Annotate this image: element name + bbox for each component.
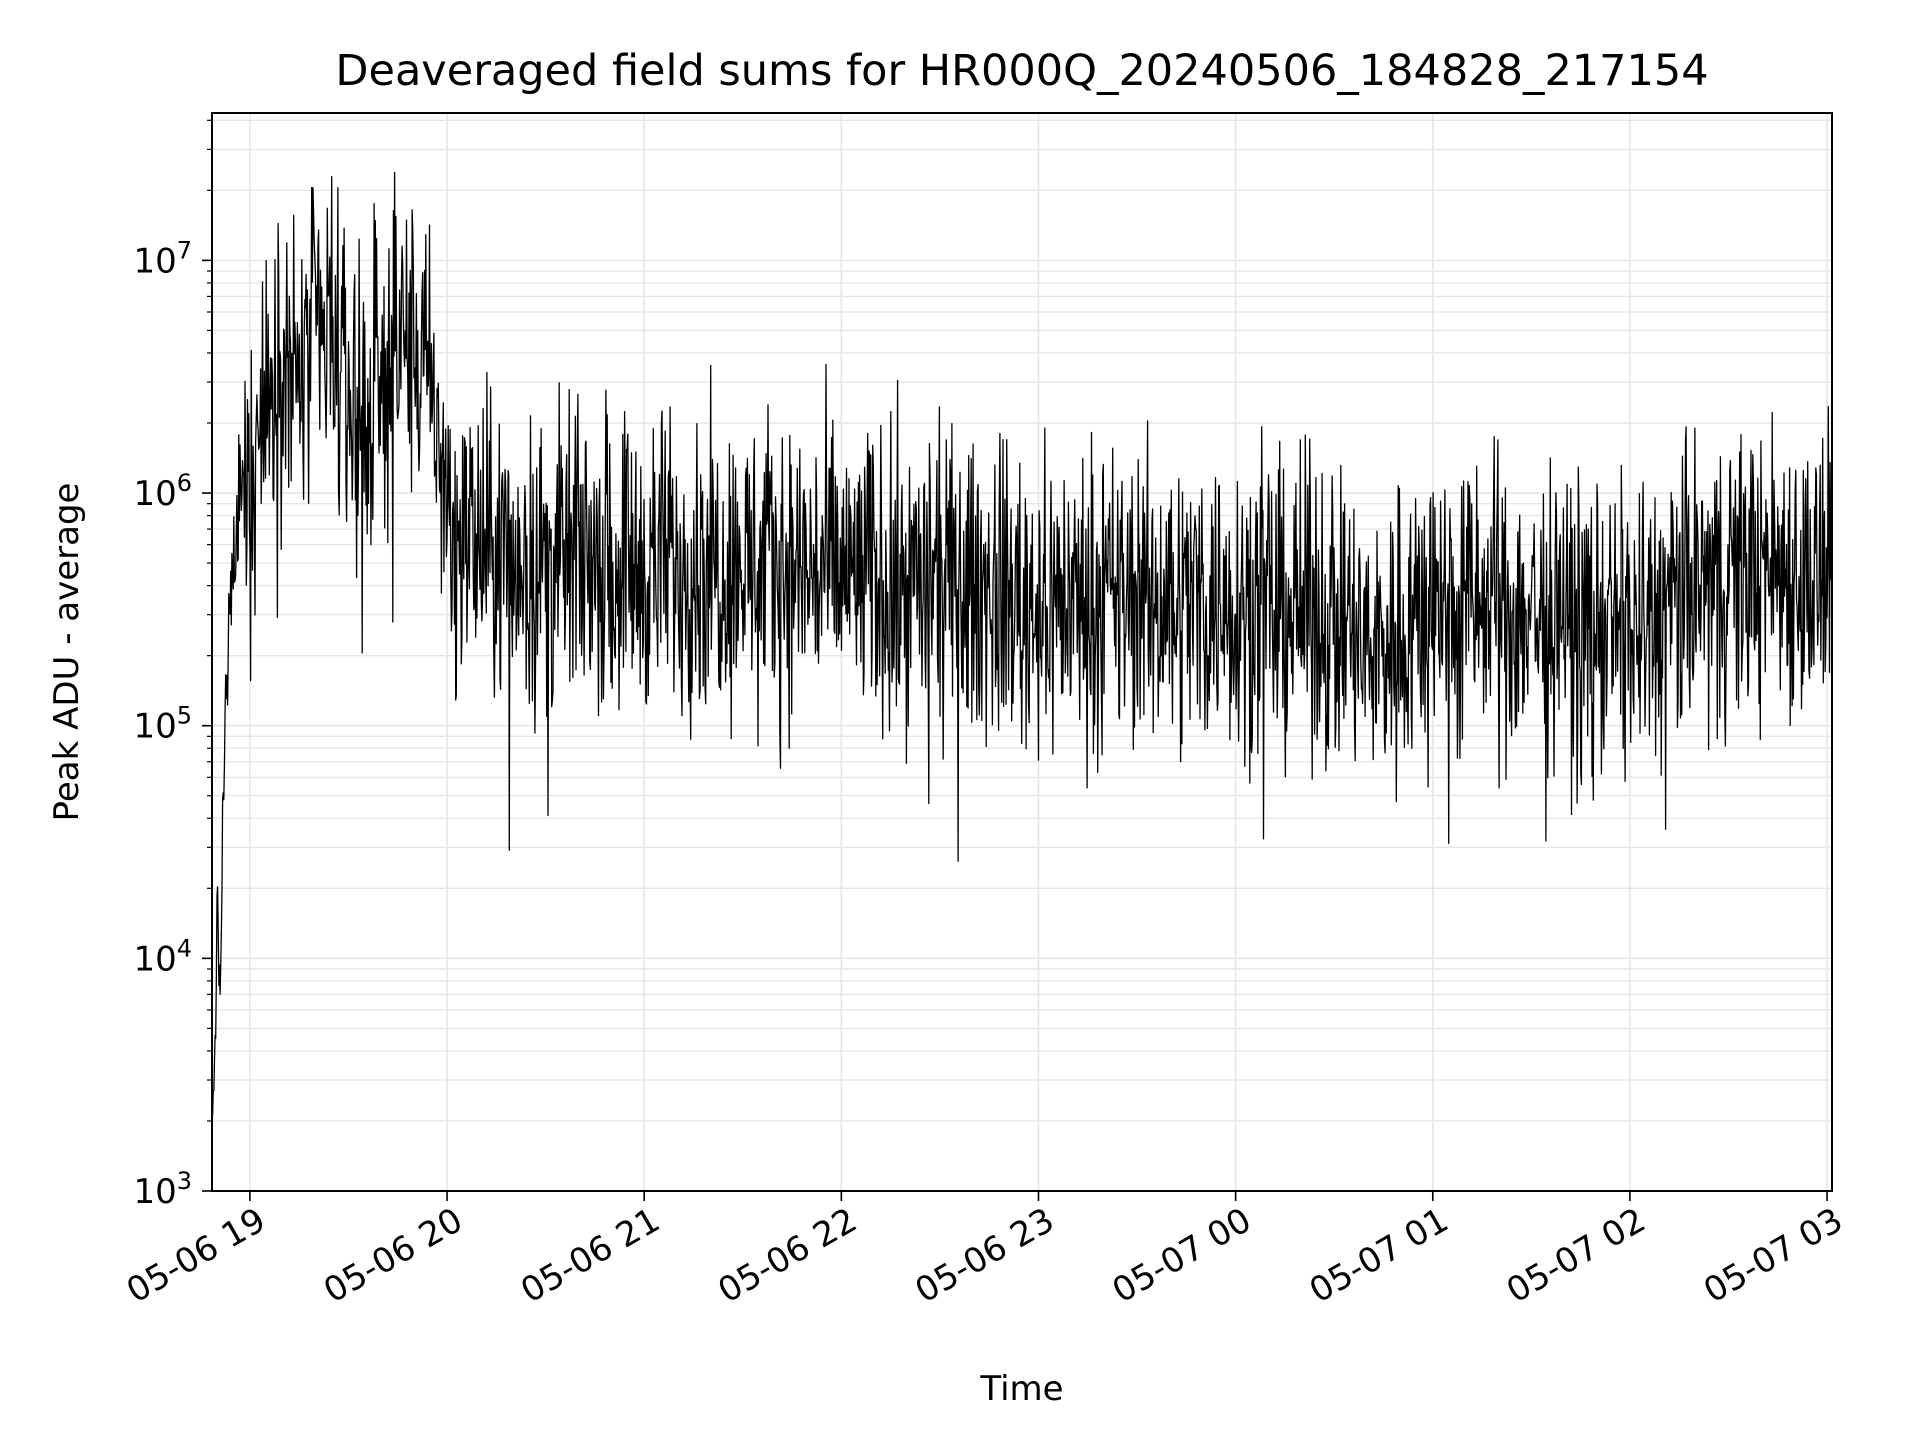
x-axis-label: Time bbox=[979, 1369, 1063, 1409]
y-tick-label: 106 bbox=[133, 469, 192, 514]
y-tick-base: 10 bbox=[133, 474, 176, 514]
x-tick-label: 05-06 21 bbox=[514, 1200, 666, 1311]
x-tick-label: 05-06 22 bbox=[711, 1200, 863, 1311]
y-tick-exponent: 5 bbox=[177, 702, 192, 730]
y-tick-base: 10 bbox=[133, 939, 176, 979]
y-tick-base: 10 bbox=[133, 241, 176, 281]
y-tick-label: 105 bbox=[133, 702, 192, 747]
x-tick-label: 05-07 02 bbox=[1500, 1200, 1652, 1311]
x-tick-label: 05-07 03 bbox=[1697, 1200, 1849, 1311]
chart-title: Deaveraged field sums for HR000Q_2024050… bbox=[335, 46, 1708, 96]
y-axis-label: Peak ADU - average bbox=[47, 483, 87, 822]
x-tick-label: 05-06 19 bbox=[120, 1200, 272, 1311]
x-tick-label: 05-06 20 bbox=[317, 1200, 469, 1311]
y-tick-exponent: 6 bbox=[177, 469, 192, 497]
x-tick-label: 05-07 01 bbox=[1303, 1200, 1455, 1311]
y-tick-exponent: 7 bbox=[177, 236, 192, 264]
x-tick-label: 05-06 23 bbox=[909, 1200, 1061, 1311]
plot-frame bbox=[211, 112, 1833, 1192]
y-tick-base: 10 bbox=[133, 1172, 176, 1212]
y-tick-base: 10 bbox=[133, 707, 176, 747]
y-tick-label: 107 bbox=[133, 236, 192, 281]
x-tick-label: 05-07 00 bbox=[1106, 1200, 1258, 1311]
y-tick-exponent: 4 bbox=[177, 934, 192, 962]
y-tick-exponent: 3 bbox=[177, 1167, 192, 1195]
y-tick-label: 104 bbox=[133, 934, 192, 979]
grid bbox=[212, 113, 1832, 1192]
x-ticks: 05-06 19 05-06 20 05-06 21 05-06 22 05-06 23… bbox=[120, 1191, 1850, 1311]
y-tick-label: 103 bbox=[133, 1167, 192, 1212]
series-line bbox=[211, 171, 1833, 1118]
